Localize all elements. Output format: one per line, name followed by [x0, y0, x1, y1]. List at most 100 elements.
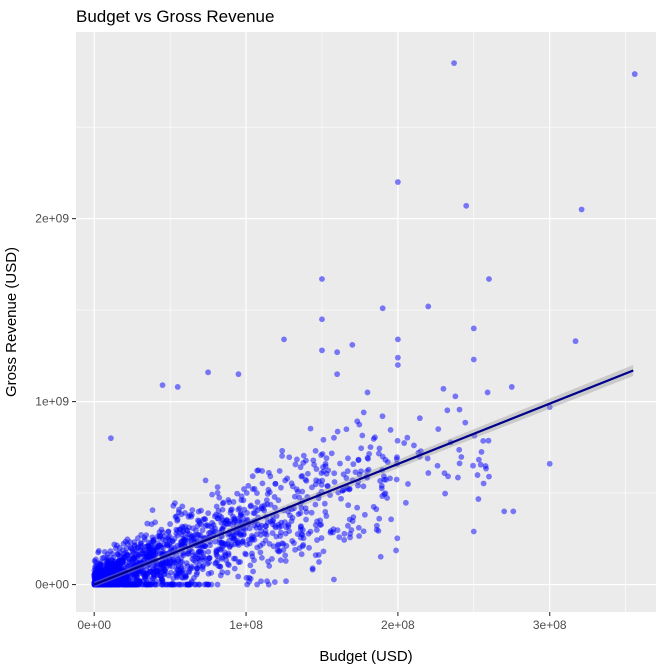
data-point: [250, 568, 256, 575]
data-point: [402, 499, 409, 506]
data-point: [209, 491, 215, 498]
data-point: [546, 460, 553, 467]
data-point: [388, 516, 395, 523]
data-point: [441, 470, 448, 477]
data-point: [266, 563, 273, 569]
data-point: [316, 559, 322, 565]
data-point: [124, 541, 131, 547]
data-point: [373, 526, 380, 533]
data-point: [195, 508, 202, 515]
data-point: [360, 409, 367, 416]
data-point: [219, 525, 226, 532]
data-point: [260, 540, 266, 547]
data-point: [307, 425, 314, 432]
data-point: [322, 508, 329, 515]
data-point: [458, 454, 465, 460]
data-point: [303, 509, 310, 515]
data-point: [232, 517, 238, 524]
data-point: [455, 474, 461, 481]
data-point: [244, 581, 251, 588]
data-point: [323, 455, 330, 462]
x-axis-title: Budget (USD): [319, 648, 412, 665]
data-point: [309, 565, 316, 572]
data-point: [356, 421, 363, 428]
data-point: [349, 341, 356, 348]
data-point: [199, 527, 206, 534]
y-axis-title: Gross Revenue (USD): [3, 247, 20, 397]
data-point: [182, 510, 188, 516]
data-point: [394, 179, 401, 185]
data-point: [345, 522, 351, 529]
data-point: [133, 577, 139, 583]
data-point: [259, 480, 266, 487]
data-point: [272, 480, 279, 487]
data-point: [254, 581, 260, 588]
data-point: [320, 548, 327, 555]
data-point: [319, 316, 325, 323]
data-point: [151, 573, 158, 579]
data-point: [370, 503, 377, 510]
data-point: [149, 534, 156, 541]
data-point: [107, 548, 114, 555]
data-point: [234, 537, 241, 544]
y-tick-label: 0e+00: [35, 578, 69, 592]
data-point: [224, 569, 231, 576]
data-point: [382, 490, 389, 497]
data-point: [235, 573, 242, 580]
data-point: [214, 581, 221, 588]
data-point: [176, 581, 183, 588]
data-point: [318, 535, 325, 541]
data-point: [376, 445, 383, 452]
data-point: [331, 470, 338, 477]
data-point: [263, 497, 270, 504]
x-tick-label: 0e+00: [77, 618, 111, 632]
data-point: [254, 507, 261, 514]
data-point: [108, 435, 114, 442]
data-point: [394, 362, 401, 368]
data-point: [248, 535, 255, 542]
data-point: [470, 462, 476, 469]
data-point: [95, 548, 102, 554]
data-point: [141, 551, 148, 558]
data-point: [484, 389, 491, 396]
data-point: [298, 551, 305, 558]
data-point: [236, 518, 243, 524]
data-point: [212, 538, 218, 545]
data-point: [299, 526, 306, 533]
data-point: [313, 527, 320, 533]
data-point: [303, 516, 309, 523]
data-point: [131, 555, 137, 561]
data-point: [299, 472, 306, 479]
data-point: [240, 538, 246, 544]
data-point: [378, 482, 385, 489]
data-point: [320, 464, 326, 470]
data-point: [254, 544, 261, 551]
data-point: [93, 576, 100, 582]
data-point: [124, 536, 131, 543]
data-point: [194, 564, 200, 571]
data-point: [355, 524, 362, 531]
data-point: [267, 473, 274, 480]
data-point: [235, 371, 242, 378]
data-point: [315, 551, 322, 558]
data-point: [292, 461, 299, 468]
x-tick-label: 2e+08: [381, 618, 415, 632]
data-point: [159, 560, 165, 567]
data-point: [308, 509, 315, 516]
data-point: [164, 564, 170, 570]
data-point: [159, 382, 166, 389]
data-point: [320, 468, 327, 475]
data-point: [373, 522, 380, 529]
data-point: [319, 477, 326, 484]
data-point: [231, 565, 238, 572]
data-point: [289, 538, 296, 544]
data-point: [205, 570, 212, 577]
data-point: [271, 579, 278, 585]
data-point: [377, 553, 384, 560]
data-point: [276, 468, 283, 474]
data-point: [425, 303, 432, 310]
data-point: [178, 555, 184, 561]
data-point: [279, 447, 286, 454]
data-point: [345, 502, 352, 509]
data-point: [435, 426, 442, 433]
